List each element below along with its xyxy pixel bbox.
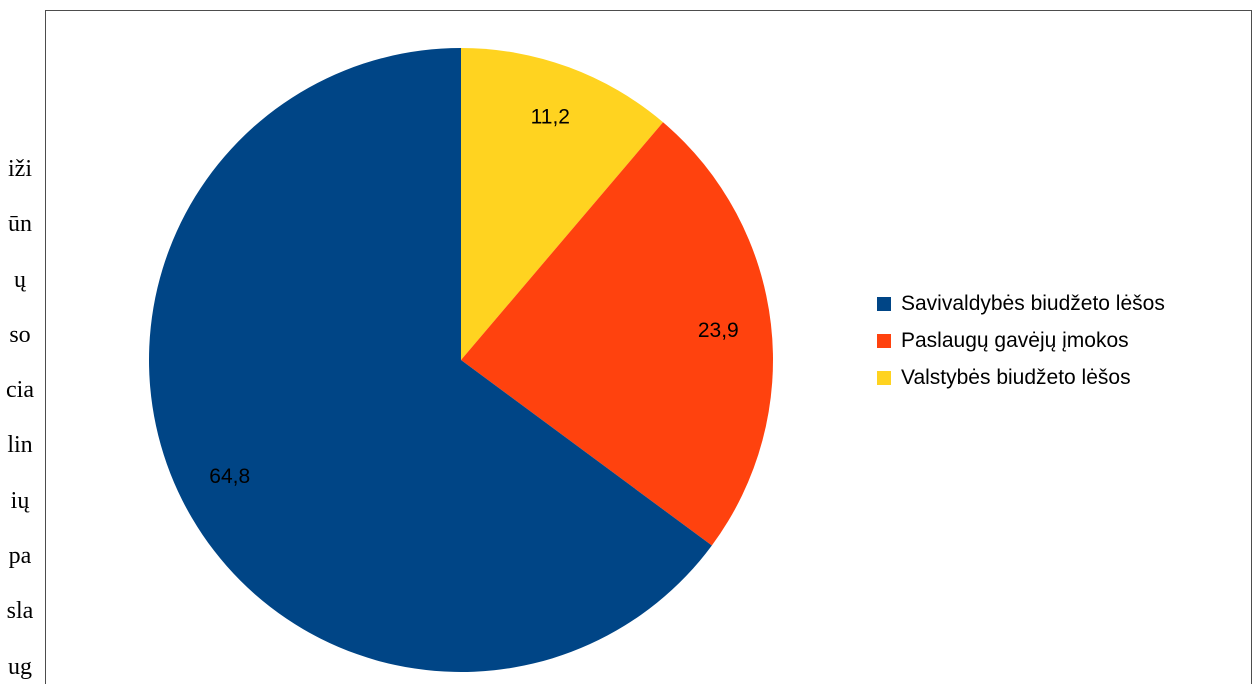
side-text-line: ūn — [8, 211, 32, 238]
slice-value-label: 11,2 — [531, 105, 570, 128]
slice-value-label: 64,8 — [209, 465, 250, 488]
chart-frame: 11,2 23,9 64,8 Savivaldybės biudžeto lėšos… — [45, 10, 1252, 684]
pie-slice — [461, 48, 664, 360]
legend-item: Paslaugų gavėjų įmokos — [877, 322, 1165, 359]
slice-value-label: 23,9 — [698, 319, 739, 342]
pie-slice — [149, 48, 712, 672]
pie-chart: 11,2 23,9 64,8 — [149, 48, 773, 672]
side-text-line: ių — [10, 487, 30, 514]
side-text-line: ug — [8, 653, 32, 680]
side-text-line: lin — [7, 432, 33, 459]
side-text-line: so — [9, 321, 31, 348]
legend-item: Valstybės biudžeto lėšos — [877, 359, 1165, 396]
legend-label: Savivaldybės biudžeto lėšos — [901, 291, 1165, 315]
side-text-line: ų — [14, 266, 26, 293]
side-text-line: sla — [6, 598, 34, 625]
legend-label: Valstybės biudžeto lėšos — [901, 365, 1131, 389]
legend-swatch — [877, 296, 891, 311]
truncated-side-text: iži ūn ų so cia lin ių pa sla ug — [0, 148, 40, 684]
side-text-line: pa — [8, 543, 32, 570]
chart-legend: Savivaldybės biudžeto lėšos Paslaugų gav… — [877, 285, 1165, 396]
pie-slice — [461, 122, 773, 546]
legend-swatch — [877, 333, 891, 348]
side-text-line: iži — [8, 156, 32, 182]
legend-label: Paslaugų gavėjų įmokos — [901, 328, 1129, 352]
legend-item: Savivaldybės biudžeto lėšos — [877, 285, 1165, 322]
legend-swatch — [877, 370, 891, 385]
side-text-line: cia — [6, 377, 34, 404]
